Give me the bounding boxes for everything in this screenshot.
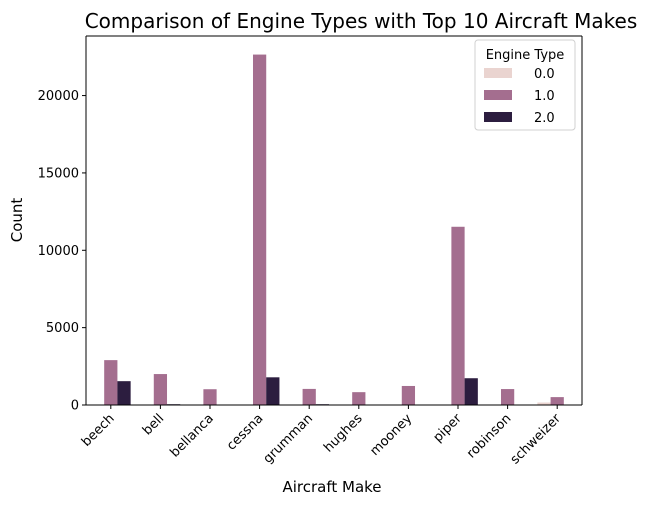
bar-cessna-engine-2-0: [266, 377, 279, 405]
y-tick-label: 15000: [38, 166, 79, 181]
y-tick-label: 0: [71, 399, 79, 414]
bar-schweizer-engine-1-0: [551, 397, 564, 405]
x-tick-label-robinson: robinson: [464, 411, 514, 461]
x-tick-label-piper: piper: [431, 411, 466, 446]
x-tick-label-beech: beech: [79, 411, 118, 450]
x-tick-label-cessna: cessna: [224, 411, 266, 453]
bar-mooney-engine-1-0: [402, 386, 415, 405]
y-tick-label: 20000: [38, 89, 79, 104]
legend-label-1-0: 1.0: [534, 89, 555, 104]
bar-bell-engine-1-0: [154, 374, 167, 405]
x-tick-label-bell: bell: [140, 411, 167, 438]
bar-bellanca-engine-1-0: [203, 389, 216, 405]
x-tick-label-grumman: grumman: [261, 411, 316, 466]
y-axis-ticks: 0 5000 10000 15000 20000: [38, 89, 86, 413]
bar-piper-engine-1-0: [451, 227, 464, 405]
x-tick-label-mooney: mooney: [367, 411, 415, 459]
bar-cessna-engine-1-0: [253, 55, 266, 405]
x-axis-label: Aircraft Make: [282, 478, 381, 496]
legend-swatch-1-0: [484, 90, 512, 100]
legend-swatch-2-0: [484, 112, 512, 122]
legend-title: Engine Type: [486, 48, 565, 63]
y-tick-label: 10000: [38, 244, 79, 259]
legend-label-0-0: 0.0: [534, 67, 555, 82]
bar-beech-engine-2-0: [117, 381, 130, 405]
y-axis-label: Count: [8, 198, 26, 243]
legend-swatch-0-0: [484, 68, 512, 78]
chart-title: Comparison of Engine Types with Top 10 A…: [85, 9, 638, 33]
legend: Engine Type 0.0 1.0 2.0: [475, 40, 575, 130]
bar-piper-engine-2-0: [465, 378, 478, 405]
bar-hughes-engine-1-0: [352, 392, 365, 405]
legend-label-2-0: 2.0: [534, 111, 555, 126]
x-tick-label-schweizer: schweizer: [508, 411, 565, 468]
x-tick-label-bellanca: bellanca: [167, 411, 216, 460]
y-tick-label: 5000: [46, 321, 79, 336]
x-tick-label-hughes: hughes: [321, 411, 366, 456]
bar-robinson-engine-1-0: [501, 389, 514, 405]
bar-grumman-engine-1-0: [303, 389, 316, 405]
bar-beech-engine-1-0: [104, 360, 117, 405]
